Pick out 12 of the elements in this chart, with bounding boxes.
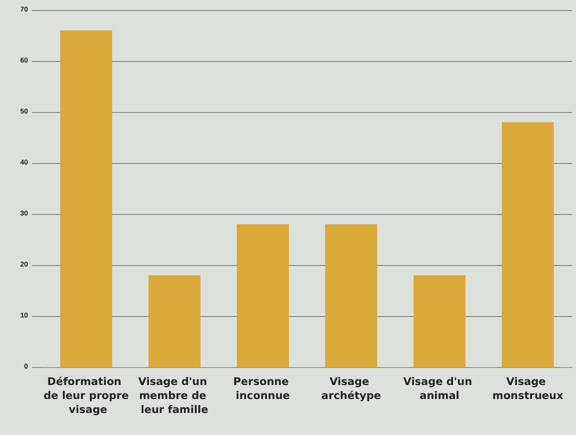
- bar: [325, 224, 378, 367]
- x-tick-label: Visage monstrueux: [492, 376, 564, 402]
- x-tick-label: Visage d'un membre de leur famille: [138, 376, 211, 416]
- x-tick-label: Visage archétype: [321, 376, 381, 402]
- x-tick-label: Personne inconnue: [233, 376, 292, 402]
- bar: [502, 122, 554, 367]
- bar: [60, 30, 112, 367]
- bar: [236, 224, 289, 367]
- bar: [414, 275, 466, 367]
- x-tick-label: Visage d'un animal: [403, 376, 476, 402]
- x-tick-label: Déformation de leur propre visage: [44, 376, 129, 416]
- bar: [148, 275, 200, 367]
